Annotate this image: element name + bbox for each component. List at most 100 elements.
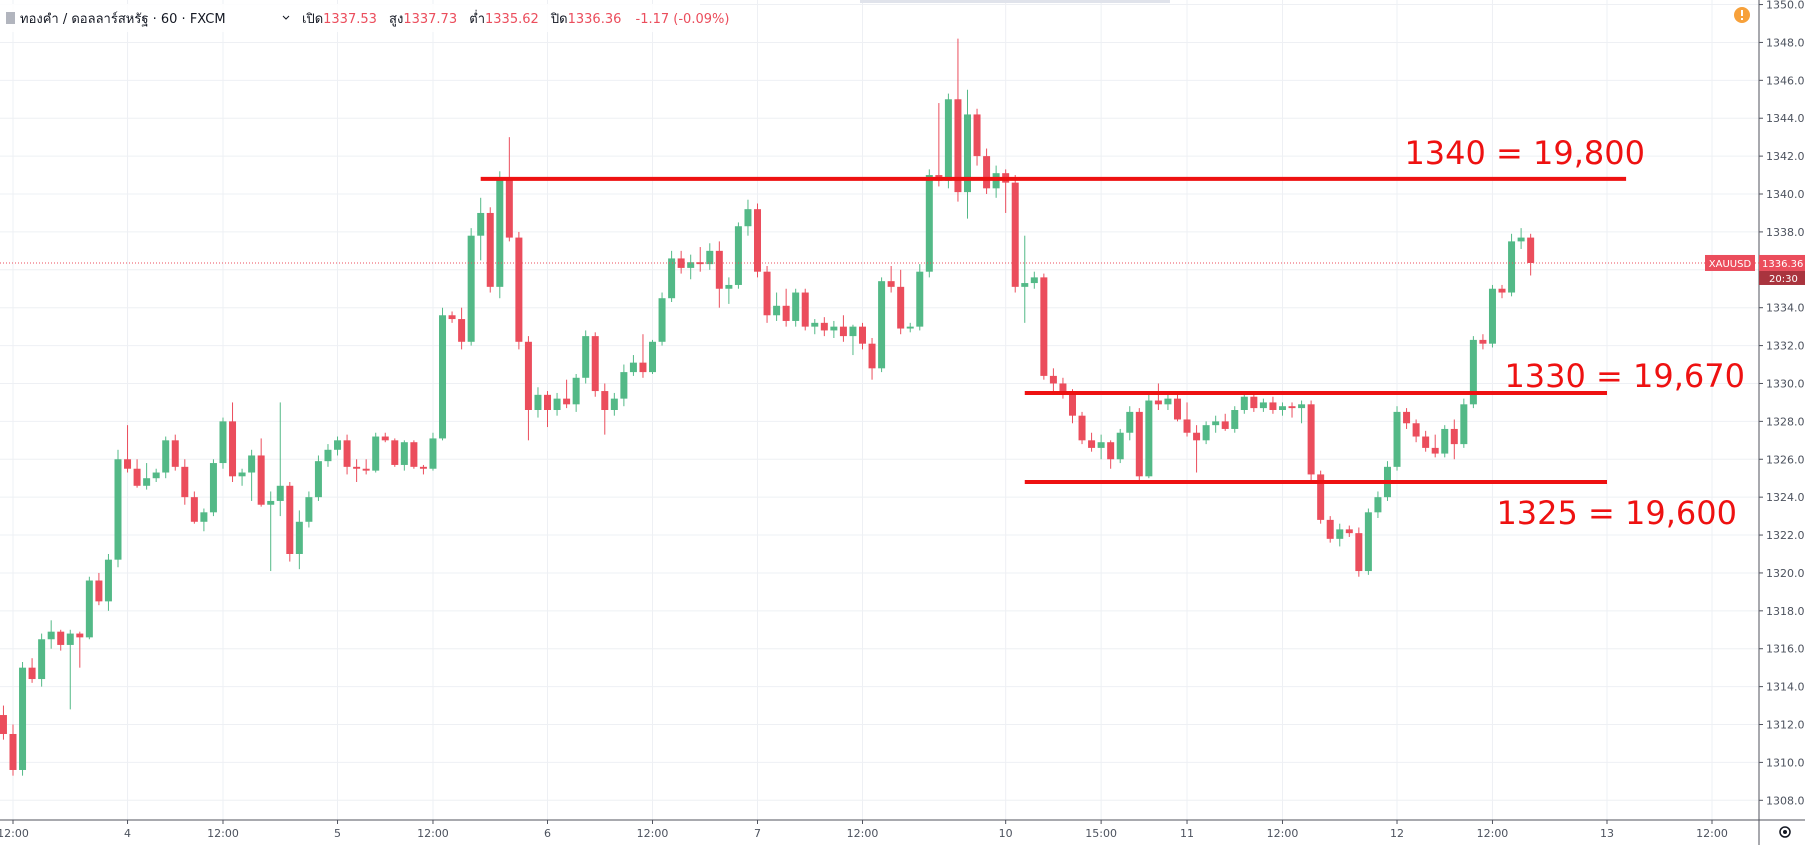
ohlc-label: ต่ำ	[469, 10, 485, 27]
x-tick-label: 5	[334, 827, 341, 840]
candle-body	[524, 341, 532, 410]
y-tick-label: 1350.00	[1766, 0, 1805, 12]
candle-body	[248, 455, 256, 473]
ohlc-value: 1336.36	[568, 12, 622, 27]
candle-body	[582, 336, 590, 378]
candle-body	[162, 440, 170, 473]
candle-body	[1508, 241, 1516, 293]
ohlc-value: 1335.62	[485, 12, 539, 27]
top-handle	[860, 0, 1170, 3]
candle-body	[1193, 432, 1201, 441]
gear-center	[1783, 830, 1787, 834]
candle-body	[477, 212, 485, 236]
candle-body	[1345, 529, 1353, 534]
symbol-tag-label: XAUUSD	[1709, 259, 1752, 270]
candle-body	[983, 156, 991, 189]
candle-body	[1412, 423, 1420, 437]
y-tick-label: 1342.00	[1766, 150, 1805, 163]
candle-body	[1488, 288, 1496, 344]
candle-body	[715, 250, 723, 289]
candle-body	[1088, 440, 1096, 448]
candle-body	[1278, 406, 1286, 410]
candle-body	[104, 559, 112, 602]
candle-body	[744, 209, 752, 227]
y-tick-label: 1312.00	[1766, 719, 1805, 732]
ohlc-value: 1337.53	[323, 12, 377, 27]
candle-body	[133, 468, 141, 486]
countdown-label: 20:30	[1769, 274, 1798, 285]
settings-icon[interactable]	[1779, 826, 1791, 838]
y-tick-label: 1334.00	[1766, 302, 1805, 315]
candle-body	[400, 442, 408, 465]
candle-body	[429, 438, 437, 469]
candle-body	[1364, 512, 1372, 572]
candle-body	[849, 326, 857, 337]
candle-body	[925, 175, 933, 272]
alert-mark	[1741, 10, 1743, 16]
y-tick-label: 1310.00	[1766, 756, 1805, 769]
y-tick-label: 1348.00	[1766, 36, 1805, 49]
chevron[interactable]	[282, 15, 290, 20]
candle-body	[1374, 497, 1382, 513]
gear-ring	[1779, 826, 1791, 838]
candle-body	[734, 226, 742, 285]
candle-body	[143, 478, 151, 486]
candle-body	[534, 394, 542, 410]
candle-body	[1202, 425, 1210, 441]
candle-body	[152, 472, 160, 479]
countdown-tag	[1759, 270, 1805, 285]
candle-body	[353, 466, 361, 469]
candle-body	[1460, 404, 1468, 445]
candle-body	[1450, 428, 1458, 445]
candle-body	[238, 472, 246, 477]
candle-body	[200, 512, 208, 522]
candle-body	[334, 440, 342, 450]
candle-body	[515, 237, 523, 342]
candle-body	[906, 326, 914, 329]
annotations: 1340 = 19,800 1330 = 19,670 1325 = 19,600	[480, 134, 1745, 532]
change: -1.17 (-0.09%)	[636, 12, 730, 27]
candle-body	[381, 436, 389, 441]
y-tick-label: 1320.00	[1766, 567, 1805, 580]
price-tag-label: 1336.36	[1762, 259, 1803, 270]
candle-body	[1040, 277, 1048, 376]
candle-body	[1164, 398, 1172, 405]
candle-body	[305, 497, 313, 522]
candle-body	[267, 500, 275, 505]
candle-body	[1173, 398, 1181, 420]
candle-body	[0, 715, 7, 734]
x-tick-label: 15:00	[1085, 827, 1117, 840]
candle-body	[763, 271, 771, 316]
candle-body	[1059, 383, 1067, 393]
y-tick-label: 1330.00	[1766, 377, 1805, 390]
x-tick-label: 12:00	[1696, 827, 1728, 840]
candle-body	[439, 315, 447, 439]
level-label: 1330 = 19,670	[1504, 357, 1745, 395]
candle-body	[1336, 529, 1344, 539]
candle-body	[1240, 396, 1248, 410]
candle-body	[1135, 411, 1143, 477]
candle-body	[1441, 428, 1449, 454]
y-tick-label: 1322.00	[1766, 529, 1805, 542]
candle-body	[410, 442, 418, 467]
candle-body	[38, 639, 46, 680]
candle-body	[973, 114, 981, 157]
candle-body	[572, 377, 580, 405]
y-tick-label: 1316.00	[1766, 643, 1805, 656]
candle-body	[257, 455, 265, 505]
candle-body	[687, 262, 695, 268]
candle-body	[897, 286, 905, 329]
candle-body	[782, 305, 790, 321]
symbol-icon	[6, 12, 15, 24]
candle-body	[1469, 339, 1477, 405]
x-tick-label: 12	[1390, 827, 1404, 840]
x-tick-label: 4	[124, 827, 131, 840]
candle-body	[544, 394, 552, 410]
candle-body	[963, 114, 971, 193]
y-tick-label: 1346.00	[1766, 74, 1805, 87]
y-tick-label: 1344.00	[1766, 112, 1805, 125]
symbol[interactable]: ทองคำ / ดอลลาร์สหรัฐ · 60 · FXCM	[20, 11, 226, 27]
alert-dot	[1741, 18, 1743, 20]
